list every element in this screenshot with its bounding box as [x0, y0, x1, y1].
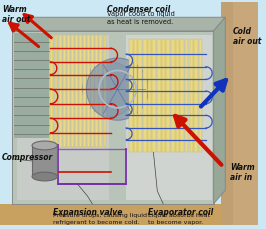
Polygon shape [126, 35, 212, 200]
Polygon shape [148, 39, 151, 153]
Polygon shape [95, 35, 98, 148]
Polygon shape [0, 204, 221, 225]
Polygon shape [63, 35, 66, 148]
Ellipse shape [32, 142, 57, 150]
Polygon shape [79, 35, 82, 148]
Text: Compressor: Compressor [2, 153, 53, 161]
Circle shape [86, 59, 149, 121]
Polygon shape [194, 39, 198, 153]
Polygon shape [83, 35, 86, 148]
Circle shape [82, 63, 137, 117]
FancyBboxPatch shape [32, 146, 57, 177]
Polygon shape [71, 35, 74, 148]
Text: Cold
air out: Cold air out [233, 27, 261, 46]
Polygon shape [87, 35, 90, 148]
Polygon shape [12, 18, 225, 32]
Text: Condenser coil: Condenser coil [107, 5, 170, 14]
Polygon shape [51, 35, 53, 148]
Text: Pressure drops, causing liquid
refrigerant to become cold.: Pressure drops, causing liquid refrigera… [53, 213, 147, 224]
Polygon shape [75, 35, 78, 148]
Text: Warm
air out: Warm air out [2, 5, 30, 24]
Polygon shape [99, 35, 102, 148]
Text: Warm
air in: Warm air in [230, 162, 255, 182]
Polygon shape [185, 39, 189, 153]
Polygon shape [91, 35, 94, 148]
Polygon shape [14, 34, 49, 138]
Polygon shape [171, 39, 174, 153]
Polygon shape [143, 39, 147, 153]
Polygon shape [162, 39, 165, 153]
Polygon shape [134, 39, 137, 153]
Polygon shape [199, 39, 202, 153]
Polygon shape [180, 39, 184, 153]
Polygon shape [67, 35, 70, 148]
Polygon shape [152, 39, 156, 153]
Polygon shape [190, 39, 193, 153]
Polygon shape [176, 39, 179, 153]
Polygon shape [157, 39, 160, 153]
Polygon shape [129, 39, 132, 153]
Text: Expansion valve: Expansion valve [53, 207, 123, 216]
Text: Vapor cools to liquid
as heat is removed.: Vapor cools to liquid as heat is removed… [107, 11, 175, 25]
Polygon shape [221, 3, 258, 225]
Text: Liquid absorbs heat
to become vapor.: Liquid absorbs heat to become vapor. [148, 213, 210, 224]
Polygon shape [214, 18, 225, 204]
Polygon shape [103, 35, 106, 148]
Polygon shape [167, 39, 170, 153]
Text: Evaporator coil: Evaporator coil [148, 207, 213, 216]
Polygon shape [18, 35, 109, 200]
Polygon shape [59, 35, 61, 148]
Ellipse shape [32, 172, 57, 181]
Polygon shape [139, 39, 142, 153]
Polygon shape [12, 32, 214, 204]
Polygon shape [55, 35, 57, 148]
Polygon shape [221, 3, 233, 225]
